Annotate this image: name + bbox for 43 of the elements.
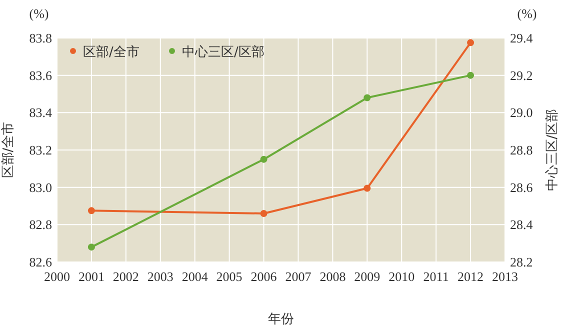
point bbox=[364, 94, 371, 102]
point bbox=[364, 184, 371, 192]
y2-tick-label: 28.6 bbox=[510, 180, 534, 195]
x-tick-label: 2013 bbox=[492, 269, 518, 284]
y2-tick-label: 29.4 bbox=[510, 30, 534, 46]
point bbox=[467, 72, 474, 79]
text: (%) bbox=[29, 6, 49, 21]
y-tick-label: 82.8 bbox=[29, 217, 52, 232]
x-tick-label: 2000 bbox=[44, 269, 70, 284]
legend-label: 区部/全市 bbox=[83, 45, 140, 60]
y-tick-label: 83.8 bbox=[29, 30, 52, 46]
x-tick-label: 2011 bbox=[423, 269, 449, 284]
y-axis-title: 区部/全市 bbox=[1, 122, 16, 178]
x-tick-label: 2007 bbox=[285, 269, 312, 284]
y2-tick-label: 28.4 bbox=[510, 217, 534, 232]
y-tick-label: 82.6 bbox=[29, 254, 52, 270]
y2-tick-label: 28.2 bbox=[510, 254, 533, 270]
x-tick-label: 2008 bbox=[320, 269, 346, 284]
x-tick-label: 2003 bbox=[147, 269, 174, 284]
y2-tick-label: 28.8 bbox=[510, 142, 533, 158]
x-tick-label: 2009 bbox=[354, 269, 380, 284]
x-tick-label: 2012 bbox=[458, 269, 484, 284]
x-tick-label: 2005 bbox=[216, 269, 242, 284]
y-tick-label: 83.0 bbox=[29, 180, 52, 195]
x-tick-label: 2001 bbox=[78, 269, 104, 284]
y-tick-label: 83.6 bbox=[29, 68, 52, 83]
point bbox=[467, 39, 474, 46]
y-tick-label: 83.2 bbox=[29, 142, 52, 158]
legend-label: 中心三区/区部 bbox=[182, 44, 264, 60]
text: (%) bbox=[517, 6, 537, 21]
y2-tick-label: 29.0 bbox=[510, 105, 533, 120]
x-tick-label: 2006 bbox=[250, 269, 278, 284]
point bbox=[88, 207, 95, 214]
point bbox=[260, 156, 268, 163]
point bbox=[88, 244, 95, 251]
x-tick-label: 2004 bbox=[182, 269, 208, 284]
y-tick-label: 83.4 bbox=[29, 105, 52, 120]
point bbox=[260, 210, 268, 217]
x-axis-title: 年份 bbox=[268, 312, 294, 327]
x-tick-label: 2002 bbox=[112, 269, 139, 284]
x-tick-label: 2010 bbox=[388, 269, 415, 284]
y2-axis-title: 中心三区/区部 bbox=[544, 108, 560, 192]
y2-tick-label: 29.2 bbox=[510, 68, 533, 83]
